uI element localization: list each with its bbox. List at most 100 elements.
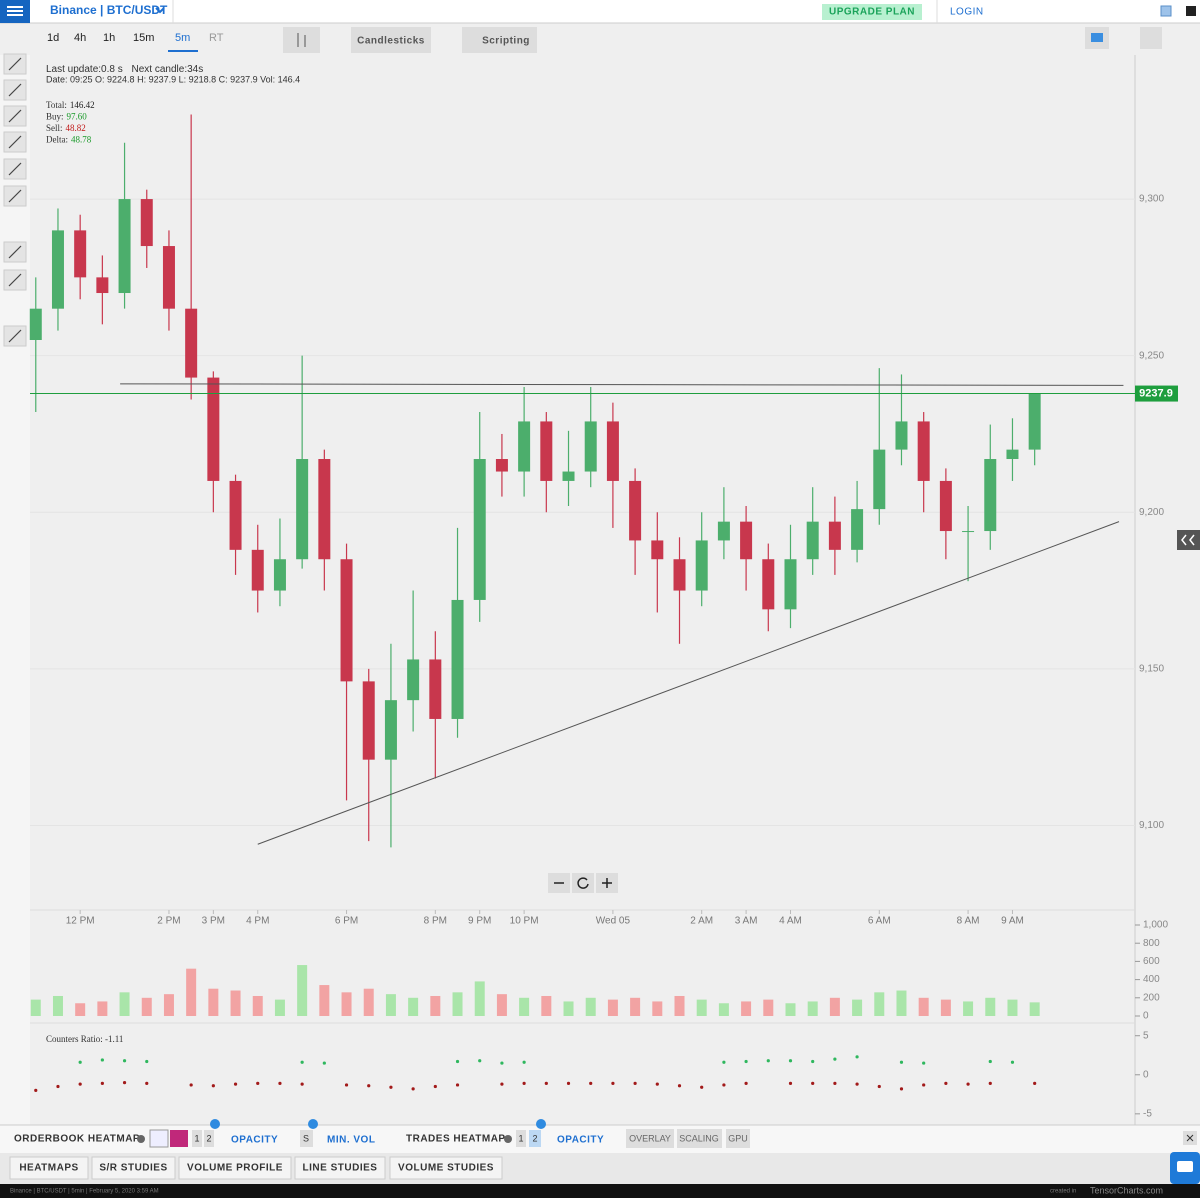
volume-bar xyxy=(852,999,863,1016)
counter-dot xyxy=(100,1058,104,1062)
candle-body xyxy=(296,459,309,560)
button-label: OVERLAY xyxy=(629,1133,671,1143)
overlay-button[interactable] xyxy=(626,1129,674,1148)
volume-bar xyxy=(607,999,618,1016)
volume-bar xyxy=(630,997,641,1016)
counter-dot xyxy=(899,1087,904,1091)
toggle-icon xyxy=(1181,534,1195,546)
slider-knob[interactable] xyxy=(308,1119,318,1129)
reset-zoom[interactable] xyxy=(572,873,594,893)
color-scheme[interactable] xyxy=(149,1129,169,1148)
option-button[interactable] xyxy=(529,1130,541,1147)
counter-dot xyxy=(988,1059,992,1064)
counter-dot xyxy=(811,1059,815,1064)
stat-label: Total: xyxy=(46,100,67,110)
timeframe-button[interactable]: 4h xyxy=(74,32,86,44)
theme-button[interactable] xyxy=(1186,6,1196,16)
candle-body xyxy=(939,480,952,532)
info-icon[interactable] xyxy=(504,1135,512,1143)
slider-knob[interactable] xyxy=(210,1119,220,1129)
x-tick-label: Wed 05 xyxy=(596,916,631,927)
timeframe-button[interactable]: RT xyxy=(209,32,224,44)
counter-dot xyxy=(300,1082,304,1086)
tool-icon xyxy=(8,329,22,343)
stat: Buy: 97.60 xyxy=(46,112,87,122)
login-link[interactable]: LOGIN xyxy=(950,7,984,18)
footer-created: created in xyxy=(1050,1189,1076,1195)
counter-dot xyxy=(78,1082,82,1086)
footer-caption: Binance | BTC/USDT | 5min | February 5, … xyxy=(10,1189,159,1195)
chart-type-button[interactable] xyxy=(283,27,320,53)
volume-bar xyxy=(585,997,596,1016)
scripting-button[interactable] xyxy=(462,27,537,53)
option-button[interactable] xyxy=(300,1130,313,1147)
counter-dot xyxy=(122,1059,127,1063)
volume-bar xyxy=(408,997,419,1016)
plus-icon xyxy=(602,878,612,888)
option-button[interactable] xyxy=(192,1130,202,1147)
candle-body xyxy=(673,559,686,591)
volume-bar xyxy=(1029,1002,1040,1016)
timeframe-button[interactable]: 5m xyxy=(175,32,190,44)
fullscreen-button[interactable] xyxy=(1140,27,1162,49)
candle-body xyxy=(451,599,464,719)
timeframe-button[interactable]: 15m xyxy=(133,32,154,44)
candle-body xyxy=(229,480,242,550)
tab[interactable] xyxy=(91,1156,176,1180)
timeframe-button[interactable]: 1h xyxy=(103,32,115,44)
tab[interactable] xyxy=(294,1156,386,1180)
counter-dot xyxy=(78,1060,82,1064)
tab[interactable] xyxy=(389,1156,503,1180)
opacity-label: OPACITY xyxy=(557,1135,604,1146)
layout-button[interactable] xyxy=(1160,5,1172,17)
tab[interactable] xyxy=(9,1156,89,1180)
volume-bar xyxy=(474,981,485,1016)
volume-bar xyxy=(230,990,241,1016)
scaling-button[interactable] xyxy=(677,1129,722,1148)
info-icon[interactable] xyxy=(137,1135,145,1143)
tab[interactable] xyxy=(178,1156,292,1180)
x-tick-label: 6 AM xyxy=(868,916,891,927)
volume-bar xyxy=(741,1001,752,1016)
candle-body xyxy=(717,521,730,541)
x-tick-label: 9 AM xyxy=(1001,916,1024,927)
counter-dot xyxy=(589,1081,593,1085)
candle-body xyxy=(806,521,819,560)
counter-dot xyxy=(544,1081,548,1085)
option-button[interactable] xyxy=(204,1130,214,1147)
timeframe-button[interactable]: 1d xyxy=(47,32,59,44)
slider-knob[interactable] xyxy=(536,1119,546,1129)
gpu-button[interactable] xyxy=(726,1129,750,1148)
option-button[interactable] xyxy=(516,1130,526,1147)
counter-dot xyxy=(122,1080,127,1085)
last-price-tag xyxy=(1135,385,1178,402)
volume-bar xyxy=(963,1001,974,1016)
camera-icon xyxy=(1091,33,1103,42)
menu-icon xyxy=(7,6,23,16)
candlesticks-button[interactable] xyxy=(351,27,431,53)
symbol-selector[interactable]: Binance | BTC/USDT xyxy=(50,3,168,17)
color-scheme[interactable] xyxy=(170,1130,188,1147)
candle-body xyxy=(917,421,930,481)
candle-body xyxy=(318,459,331,560)
counter-dot xyxy=(833,1057,837,1061)
candle-body xyxy=(851,509,864,550)
y-tick-label: 9,250 xyxy=(1139,350,1164,361)
candle-body xyxy=(784,559,797,610)
counter-dot xyxy=(744,1059,748,1064)
tab-label: S/R STUDIES xyxy=(99,1163,167,1174)
y-tick-label: 800 xyxy=(1143,938,1160,949)
top-bar xyxy=(0,0,1200,23)
counter-dot xyxy=(300,1060,304,1064)
panel-toggle[interactable] xyxy=(1177,530,1200,550)
upgrade-button[interactable] xyxy=(822,4,922,20)
volume-bar xyxy=(75,1003,86,1016)
counter-dot xyxy=(1033,1081,1037,1085)
y-tick-label: 600 xyxy=(1143,956,1160,967)
volume-bar xyxy=(252,995,263,1016)
volume-bar xyxy=(541,995,552,1016)
stat-value: 48.78 xyxy=(71,135,92,145)
counter-dot xyxy=(322,1061,326,1065)
counters-label: Counters Ratio: -1.11 xyxy=(46,1034,123,1044)
